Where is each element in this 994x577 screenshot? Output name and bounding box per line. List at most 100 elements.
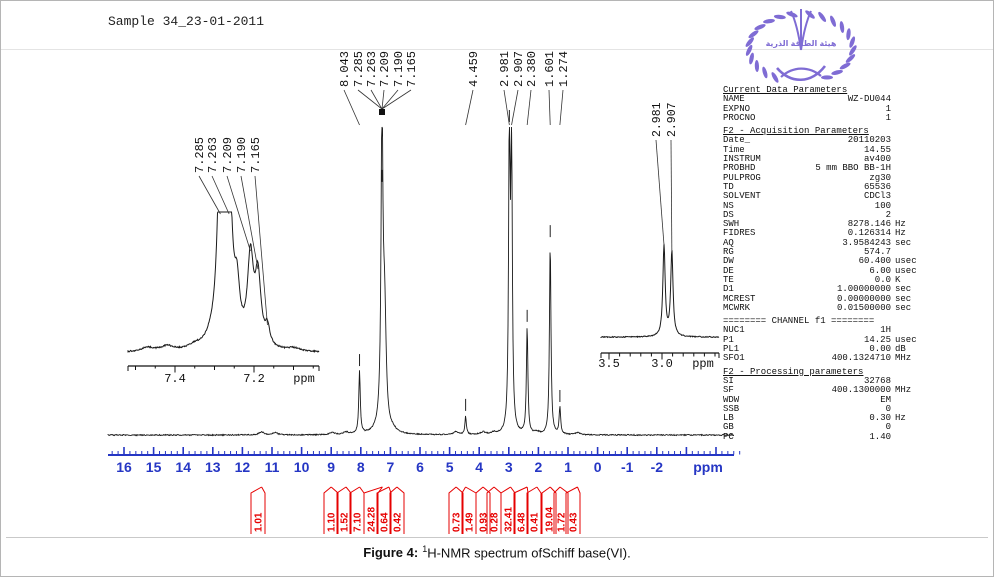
axis-tick-label: 13	[205, 459, 221, 475]
integral-bracket	[448, 486, 457, 534]
logo-leaf-right	[830, 15, 836, 27]
logo-arabic-text: هيئة الطاقة الذرية	[766, 39, 837, 48]
param-row: WDW EM	[723, 394, 925, 405]
peak-pointer-line	[511, 89, 519, 126]
param-name: WDW	[723, 394, 740, 405]
logo-leaf-left	[771, 72, 779, 83]
integral-value: 1.52	[340, 512, 351, 532]
peak-marker-square	[379, 109, 385, 115]
param-section-title: Current Data Parameters	[723, 85, 848, 95]
integral-bracket	[455, 486, 464, 534]
peak-pointer-line	[343, 89, 360, 126]
integral-value: 0.41	[530, 512, 541, 532]
param-value: 1.00000000	[836, 284, 891, 295]
inset-left-pointer-line	[226, 175, 251, 252]
integral-bracket	[486, 486, 495, 534]
axis-tick-label: 12	[235, 459, 251, 475]
param-name: PL1	[723, 344, 740, 355]
integral-value: 1.10	[327, 512, 338, 532]
param-row: DW 60.400 usec	[723, 257, 925, 267]
param-name: TD	[723, 181, 734, 192]
param-unit	[891, 433, 925, 442]
integral-bracket	[475, 486, 484, 534]
peak-label: 8.043	[338, 51, 352, 87]
spectrum-trace	[107, 126, 734, 437]
axis-tick-label: 8	[357, 459, 365, 475]
peak-pointer-line	[465, 89, 474, 126]
param-row: DS 2	[723, 209, 925, 220]
param-unit	[891, 202, 925, 211]
image-top-edge-line	[1, 49, 993, 50]
inset-left-trace	[127, 211, 320, 353]
param-name: DS	[723, 209, 734, 220]
caption-superscript: 1	[422, 544, 428, 554]
integral-value: 19.04	[545, 507, 556, 532]
integral-value: 0.73	[452, 512, 463, 532]
param-value: 20110203	[847, 135, 891, 146]
integral-value: 32.41	[504, 507, 515, 532]
integral-bracket	[513, 486, 528, 534]
param-row: AQ 3.9584243 sec	[723, 237, 925, 248]
inset-left-tick-label: 7.2	[243, 372, 265, 386]
param-row: SSB 0	[723, 403, 925, 414]
integral-bracket	[388, 486, 392, 534]
integral-value: 1.49	[465, 512, 476, 532]
peak-label: 7.165	[405, 51, 419, 87]
param-name: MCREST	[723, 293, 756, 304]
param-value: av400	[863, 154, 891, 165]
param-row: SFO1 400.1324710 MHz	[723, 354, 925, 364]
caption-text: H-NMR spectrum ofSchiff base(VI).	[427, 545, 631, 561]
logo-leaf-left	[748, 30, 759, 39]
integral-value: 0.93	[479, 512, 490, 532]
param-name: TE	[723, 274, 734, 285]
integral-value: 0.64	[380, 512, 391, 532]
inset-right-tick-label: 3.5	[598, 357, 620, 371]
param-value: 0	[885, 403, 891, 414]
logo-stalk	[800, 10, 812, 51]
param-row: MCREST 0.00000000 sec	[723, 293, 925, 304]
param-value: 0.0	[874, 274, 891, 285]
param-row: LB 0.30 Hz	[723, 413, 925, 423]
param-row: SWH 8278.146 Hz	[723, 219, 925, 229]
axis-tick-label: 15	[146, 459, 162, 475]
integral-bracket	[549, 486, 557, 534]
inset-right-peak-label: 2.907	[666, 102, 679, 137]
integral-value: 1.72	[557, 512, 568, 532]
param-unit	[891, 146, 925, 155]
param-value: 1.40	[869, 431, 891, 442]
inset-right-unit-label: ppm	[692, 357, 714, 371]
axis-tick-label: 16	[116, 459, 132, 475]
inset-left-tick-label: 7.4	[164, 372, 186, 386]
inset-right-pointer-line	[670, 139, 673, 252]
peak-pointer-line	[503, 89, 510, 126]
param-row: INSTRUM av400	[723, 154, 925, 165]
peak-pointer-line	[357, 89, 383, 110]
param-value: 0.00000000	[836, 293, 891, 304]
integral-bracket	[363, 486, 383, 534]
peak-pointer-line	[526, 89, 532, 126]
inset-right-tick-label: 3.0	[651, 357, 673, 371]
inset-left-peak-label: 7.190	[235, 137, 249, 173]
peak-label: 1.274	[557, 51, 571, 87]
integral-value: 1.01	[254, 512, 265, 532]
integral-bracket	[461, 486, 467, 534]
integral-bracket	[396, 486, 405, 534]
axis-tick-label: 6	[416, 459, 424, 475]
param-name: RG	[723, 247, 734, 258]
param-value: 1	[885, 103, 891, 114]
integral-value: 24.28	[367, 507, 378, 532]
param-value: 2	[885, 209, 891, 220]
logo-leaf-left	[754, 24, 766, 31]
peak-label: 1.601	[543, 51, 557, 87]
integral-bracket	[250, 486, 262, 534]
param-row: D1 1.00000000 sec	[723, 284, 925, 295]
peak-label: 4.459	[467, 51, 481, 87]
param-row: DE 6.00 usec	[723, 266, 925, 276]
peak-pointer-line	[381, 89, 385, 110]
peak-pointer-line	[381, 89, 399, 110]
param-section-title: ======== CHANNEL f1 ========	[723, 316, 875, 327]
integral-bracket	[482, 486, 491, 534]
param-unit	[891, 105, 925, 114]
param-unit: sec	[895, 237, 912, 248]
